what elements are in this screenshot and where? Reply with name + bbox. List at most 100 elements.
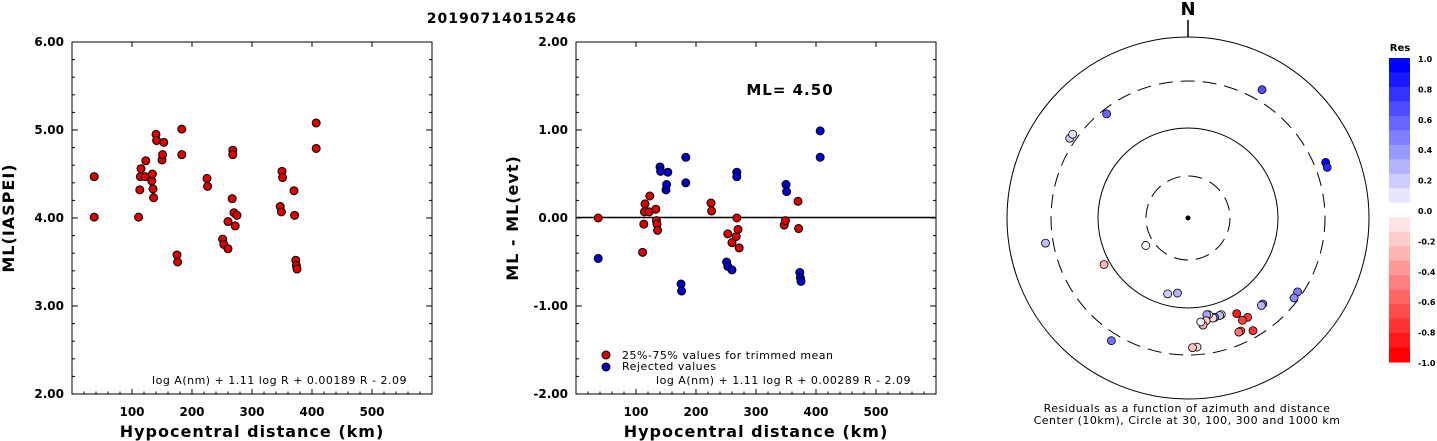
y-tick-label: 0.00	[538, 211, 568, 225]
north-label: N	[1180, 0, 1195, 20]
colorbar-cell	[1389, 304, 1410, 320]
station-residual	[1099, 260, 1109, 269]
data-point	[290, 210, 300, 220]
y-tick-label: 5.00	[34, 123, 64, 137]
x-tick-label: 200	[683, 405, 708, 419]
colorbar-tick-label: 0.2	[1418, 177, 1432, 186]
residual-vs-distance-panel: ML - ML(evt) Hypocentral distance (km) M…	[503, 35, 937, 441]
x-tick-label: 100	[119, 405, 144, 419]
x-axis-label: Hypocentral distance (km)	[120, 422, 385, 441]
x-axis-label: Hypocentral distance (km)	[624, 422, 889, 441]
data-point	[136, 164, 146, 174]
rejected-point	[662, 180, 672, 190]
y-tick-label: 2.00	[34, 387, 64, 401]
data-point	[89, 212, 99, 222]
azimuth-distance-panel: N Residuals as a function of azimuth and…	[1006, 0, 1370, 427]
rejected-point	[782, 187, 792, 197]
formula-label: log A(nm) + 1.11 log R + 0.00289 R - 2.0…	[656, 374, 911, 387]
rejected-point	[815, 152, 825, 162]
ring-300km	[1050, 80, 1326, 356]
data-point	[278, 173, 288, 183]
colorbar-cell	[1389, 101, 1410, 117]
legend-marker-rejected	[601, 362, 611, 372]
data-point	[177, 124, 187, 134]
ml-annotation: ML= 4.50	[746, 81, 833, 99]
colorbar-tick-label: -0.6	[1418, 298, 1436, 307]
colorbar-tick-label: 0.6	[1418, 116, 1433, 125]
colorbar-cell	[1389, 173, 1410, 189]
data-point	[276, 207, 286, 217]
x-tick-label: 400	[803, 405, 828, 419]
trimmed-point	[639, 219, 649, 229]
rejected-point	[681, 178, 691, 188]
ring-1000km	[1006, 36, 1370, 400]
data-point	[89, 172, 99, 182]
colorbar-cell	[1389, 144, 1410, 160]
colorbar-cell	[1389, 217, 1410, 233]
data-point	[232, 210, 242, 220]
caption-line-2: Center (10km), Circle at 30, 100, 300 an…	[1034, 414, 1341, 427]
x-tick-label: 100	[623, 405, 648, 419]
colorbar-title: Res	[1390, 43, 1410, 54]
trimmed-point	[794, 224, 804, 234]
y-tick-label: -2.00	[533, 387, 568, 401]
caption-line-1: Residuals as a function of azimuth and d…	[1044, 402, 1331, 415]
data-point	[202, 173, 212, 183]
trimmed-point	[793, 196, 803, 206]
y-tick-label: 4.00	[34, 211, 64, 225]
station-residual	[1256, 301, 1266, 310]
station-residual	[1234, 327, 1244, 337]
data-point	[223, 217, 233, 227]
station-residual	[1248, 326, 1258, 336]
colorbar-cell	[1389, 260, 1410, 276]
rejected-point	[727, 265, 737, 275]
magnitude-vs-distance-panel: ML(IASPEI) Hypocentral distance (km) log…	[0, 35, 433, 441]
trimmed-point	[640, 199, 650, 209]
station-residual	[1322, 162, 1332, 172]
data-point	[228, 150, 238, 160]
legend-marker-trimmed	[601, 350, 611, 360]
colorbar-tick-label: -0.2	[1418, 237, 1436, 246]
trimmed-point	[638, 247, 648, 257]
x-tick-label: 500	[359, 405, 384, 419]
data-point	[152, 136, 162, 146]
trimmed-point	[651, 204, 661, 214]
residual-colorbar: Res 1.0 0.8 0.6 0.4 0.2 0.0 -0.2 -0.4 -0.6 -0.8 -1…	[1389, 43, 1436, 368]
colorbar-cell	[1389, 115, 1410, 131]
data-point	[173, 257, 183, 267]
station-residual	[1232, 309, 1242, 319]
colorbar-cell	[1389, 333, 1410, 349]
data-point	[159, 137, 169, 147]
y-axis-label: ML(IASPEI)	[0, 163, 18, 272]
data-point	[223, 244, 233, 254]
trimmed-point	[706, 198, 716, 208]
legend-label-trimmed: 25%-75% values for trimmed mean	[622, 349, 834, 362]
colorbar-cell	[1389, 86, 1410, 102]
data-point	[148, 184, 158, 194]
epicenter-dot	[1185, 215, 1191, 221]
trimmed-point	[780, 216, 790, 226]
colorbar-cell	[1389, 72, 1410, 88]
colorbar-tick-label: 0.4	[1418, 146, 1433, 155]
colorbar-cell	[1389, 159, 1410, 175]
trimmed-point	[653, 225, 663, 235]
colorbar-cell	[1389, 246, 1410, 262]
trimmed-point	[733, 224, 743, 234]
data-point	[227, 194, 237, 204]
x-tick-label: 300	[743, 405, 768, 419]
y-tick-label: 2.00	[538, 35, 568, 49]
station-residual	[1237, 315, 1247, 325]
data-point	[149, 193, 159, 203]
ring-30km	[1145, 175, 1231, 261]
colorbar-cell	[1389, 275, 1410, 291]
station-residual	[1257, 85, 1267, 95]
ring-100km	[1097, 127, 1279, 309]
rejected-point	[732, 172, 742, 182]
data-point	[147, 169, 157, 179]
colorbar-tick-label: -0.4	[1418, 268, 1436, 277]
rejected-point	[681, 152, 691, 162]
station-residual	[1141, 241, 1151, 250]
station-residual	[1163, 289, 1173, 299]
trimmed-point	[645, 191, 655, 201]
y-tick-label: -1.00	[533, 299, 568, 313]
